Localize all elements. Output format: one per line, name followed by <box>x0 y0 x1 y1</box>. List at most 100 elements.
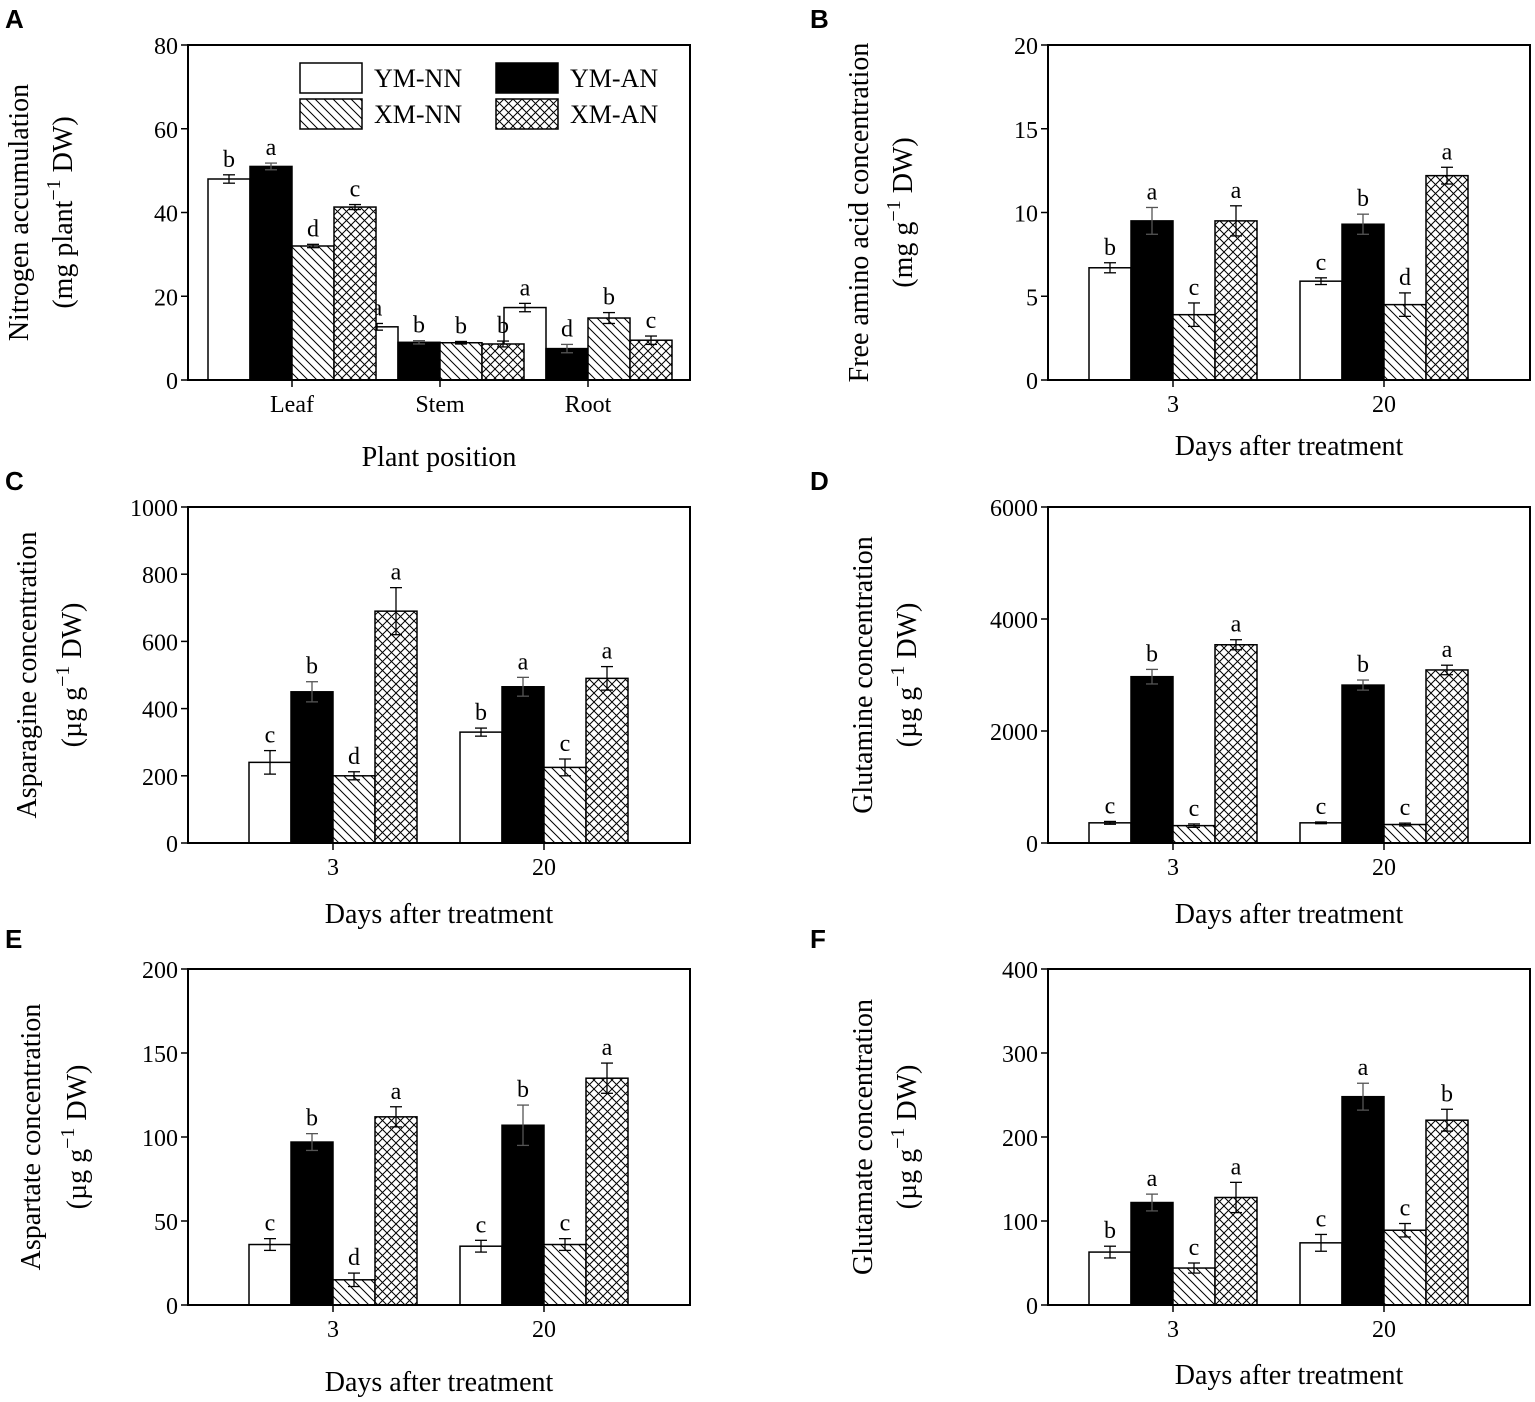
significance-letter: b <box>1104 235 1116 261</box>
y-tick-label: 400 <box>142 698 178 724</box>
y-unit-text: (mg plant <box>48 200 79 308</box>
x-tick-label: 20 <box>532 855 556 881</box>
significance-letter: d <box>1399 265 1411 291</box>
panel-letter: E <box>5 924 22 954</box>
bar <box>248 1243 292 1306</box>
error-bar <box>1441 166 1453 185</box>
y-unit-text: (µg g <box>892 687 923 747</box>
significance-letter: a <box>602 639 613 665</box>
error-bar <box>475 727 487 737</box>
x-tick-label: 20 <box>1372 855 1396 881</box>
error-bar <box>519 302 531 313</box>
significance-letter: b <box>1441 1081 1453 1107</box>
panel-letter: A <box>5 4 24 34</box>
legend-swatch <box>495 98 559 130</box>
legend-label: XM-AN <box>570 100 658 129</box>
y-tick-label: 50 <box>154 1210 178 1236</box>
y-tick-label: 60 <box>154 118 178 144</box>
y-axis-label: Nitrogen accumulation <box>4 84 35 341</box>
significance-letter: a <box>1442 637 1453 663</box>
bar <box>587 317 631 381</box>
y-unit-superscript: −1 <box>887 1128 909 1149</box>
y-tick-label: 600 <box>142 630 178 656</box>
x-tick-label: 20 <box>1372 392 1396 418</box>
x-axis-label: Plant position <box>362 442 517 473</box>
significance-letter: c <box>646 308 657 334</box>
bar <box>459 731 503 844</box>
significance-letter: c <box>265 723 276 749</box>
bar <box>543 766 587 844</box>
significance-letter: b <box>455 313 467 339</box>
y-unit-text: DW) <box>62 1065 93 1128</box>
y-axis-unit: (µg g−1 DW) <box>52 603 88 748</box>
y-tick-label: 40 <box>154 202 178 228</box>
error-bar <box>264 1237 276 1252</box>
error-bar <box>306 681 318 703</box>
y-tick-label: 0 <box>166 369 178 395</box>
significance-letter: c <box>1189 1235 1200 1261</box>
error-bar <box>1188 823 1200 828</box>
x-tick-label: 3 <box>1167 392 1179 418</box>
y-unit-text: DW) <box>892 603 923 666</box>
bar <box>374 1116 418 1306</box>
y-tick-label: 0 <box>1026 369 1038 395</box>
x-axis-label: Days after treatment <box>325 899 554 930</box>
y-unit-superscript: −1 <box>52 666 74 687</box>
y-unit-text: DW) <box>888 137 919 200</box>
bar <box>1088 822 1132 844</box>
error-bar <box>1441 1108 1453 1132</box>
plot-frame <box>187 506 691 844</box>
bar <box>1214 220 1258 381</box>
significance-letter: c <box>265 1211 276 1237</box>
bar <box>207 178 251 381</box>
panel-e: Ec c b b d c a a 0 50 100 150 200 3 20 Days after treat… <box>5 924 691 1398</box>
error-bar <box>265 162 277 171</box>
significance-letter: d <box>307 216 319 242</box>
bar <box>332 775 376 844</box>
error-bar <box>349 203 361 211</box>
bar <box>545 347 589 381</box>
significance-letter: b <box>306 654 318 680</box>
error-bar <box>306 1132 318 1152</box>
y-tick-label: 0 <box>166 832 178 858</box>
bar <box>1341 223 1385 381</box>
y-tick-label: 6000 <box>990 496 1038 522</box>
panel-c: Cc b b a d c a a 0 200 400 600 800 1000 3 20 Days after … <box>5 466 691 930</box>
significance-letter: c <box>1105 793 1116 819</box>
y-tick-label: 5 <box>1026 285 1038 311</box>
error-bar <box>1315 277 1327 286</box>
bar <box>1425 1119 1469 1306</box>
significance-letter: c <box>476 1212 487 1238</box>
bar <box>1341 684 1385 844</box>
y-axis-unit: (mg plant−1 DW) <box>43 116 79 308</box>
bar <box>543 1243 587 1306</box>
error-bar <box>1441 664 1453 676</box>
y-tick-label: 0 <box>1026 1294 1038 1320</box>
significance-letter: a <box>266 135 277 161</box>
x-tick-label: Leaf <box>270 392 314 418</box>
y-tick-label: 100 <box>1002 1210 1038 1236</box>
y-axis-unit: (µg g−1 DW) <box>887 1065 923 1210</box>
error-bar <box>264 749 276 775</box>
bar <box>1214 644 1258 844</box>
significance-letter: a <box>1231 178 1242 204</box>
significance-letter: b <box>475 700 487 726</box>
y-tick-label: 20 <box>1014 34 1038 60</box>
y-tick-label: 800 <box>142 563 178 589</box>
error-bar <box>601 1062 613 1094</box>
error-bar <box>1399 822 1411 827</box>
error-bar <box>1315 821 1327 825</box>
y-unit-superscript: −1 <box>43 179 65 200</box>
error-bar <box>1315 1233 1327 1252</box>
bar <box>1088 267 1132 381</box>
error-bar <box>413 339 425 345</box>
x-tick-label: 20 <box>1372 1317 1396 1343</box>
error-bar <box>1188 302 1200 328</box>
significance-letter: c <box>350 177 361 203</box>
error-bar <box>517 676 529 697</box>
legend-swatch <box>299 98 363 130</box>
significance-letter: c <box>1189 796 1200 822</box>
y-tick-label: 4000 <box>990 608 1038 634</box>
significance-letter: c <box>560 1211 571 1237</box>
